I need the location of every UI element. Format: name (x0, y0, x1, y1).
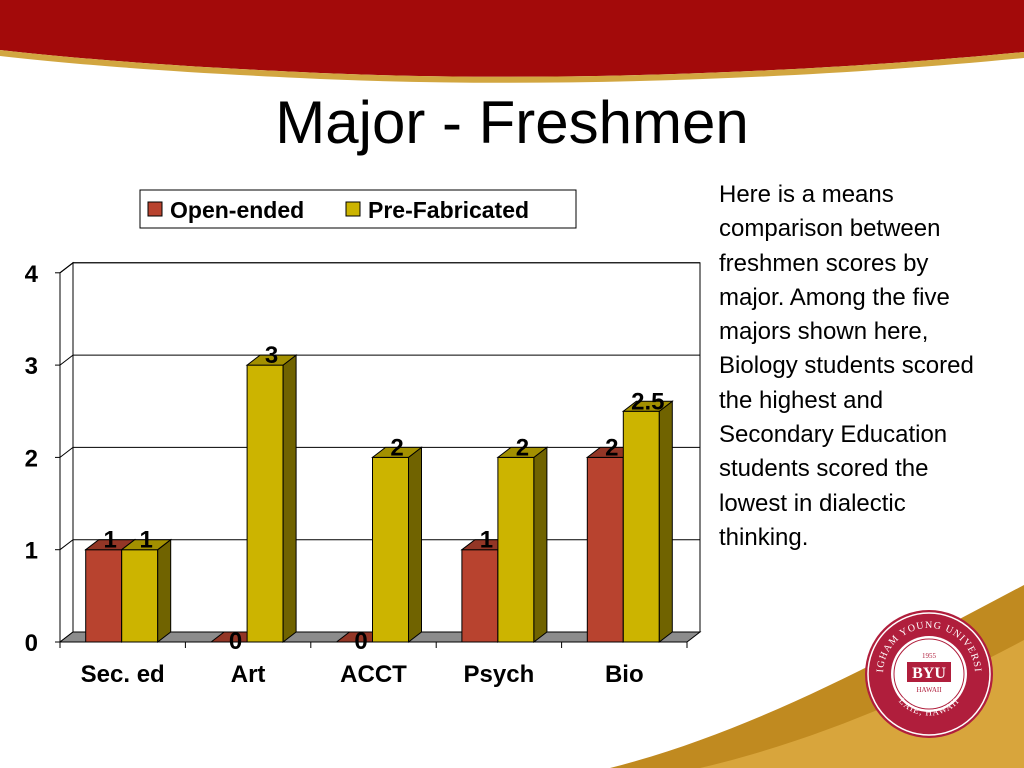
bar-side (282, 354, 297, 644)
data-label: 3 (265, 342, 278, 369)
bar-pre-fabricated-bio (621, 400, 674, 644)
legend-box (139, 189, 577, 229)
data-label: 1 (140, 527, 153, 554)
bar-front (461, 549, 499, 643)
y-tick-label: 1 (25, 538, 38, 565)
bar-side (157, 538, 172, 644)
y-tick-label: 2 (25, 445, 38, 472)
bar-pre-fabricated-psych (496, 446, 549, 644)
legend-swatch (147, 201, 163, 217)
bar-front (121, 549, 159, 643)
x-axis: Sec. ed Art ACCT Psych Bio (59, 641, 688, 688)
slide-title: Major - Freshmen (275, 89, 749, 156)
data-label: 1 (480, 527, 493, 554)
legend-swatch (345, 201, 361, 217)
data-label: 2 (605, 434, 618, 461)
x-tick-label: ACCT (340, 661, 407, 688)
slide-description: Here is a means comparison between fresh… (719, 181, 974, 551)
bar-front (622, 410, 660, 643)
chart-legend: Open-ended Pre-Fabricated (139, 189, 577, 229)
bar-pre-fabricated-acct (371, 446, 423, 644)
bar-top (371, 446, 423, 458)
data-label: 0 (229, 628, 242, 655)
gridline (59, 446, 700, 458)
bars (84, 354, 674, 644)
data-label: 2.5 (631, 388, 664, 415)
x-tick-label: Bio (605, 661, 644, 688)
top-banner (0, 0, 1024, 77)
bar-front (586, 456, 624, 643)
bar-side (533, 446, 548, 644)
seal-sub: HAWAII (916, 686, 942, 694)
bar-front (246, 364, 284, 643)
byu-hawaii-seal-logo: BRIGHAM YOUNG UNIVERSITY LAIE, HAWAII 19… (863, 608, 993, 738)
bar-top (496, 446, 549, 458)
bar-top (621, 400, 674, 412)
data-label: 2 (390, 434, 403, 461)
bar-top (120, 539, 173, 551)
legend-label: Open-ended (170, 197, 304, 223)
bar-side (408, 446, 422, 644)
x-tick-label: Psych (464, 661, 535, 688)
bar-front (372, 456, 409, 643)
seal-year: 1955 (922, 652, 937, 660)
data-label: 1 (104, 527, 117, 554)
bar-front (497, 456, 535, 643)
bar-pre-fabricated-art (245, 354, 298, 644)
data-label: 0 (354, 628, 367, 655)
legend-label: Pre-Fabricated (368, 197, 529, 223)
data-label: 2 (516, 434, 529, 461)
bar-top (245, 354, 298, 366)
bar-pre-fabricated-sec-ed (120, 538, 173, 644)
seal-name: BYU (912, 665, 946, 682)
y-tick-label: 3 (25, 353, 38, 380)
top-banner-trim (0, 50, 1024, 83)
y-tick-label: 0 (25, 630, 38, 657)
x-tick-label: Art (231, 661, 266, 688)
gridline (59, 262, 700, 274)
bar-side (658, 400, 673, 644)
bar-front (85, 549, 123, 643)
x-tick-label: Sec. ed (81, 661, 165, 688)
y-axis: 0 1 2 3 4 (25, 261, 61, 657)
y-tick-label: 4 (25, 261, 39, 288)
gridline (59, 354, 700, 366)
